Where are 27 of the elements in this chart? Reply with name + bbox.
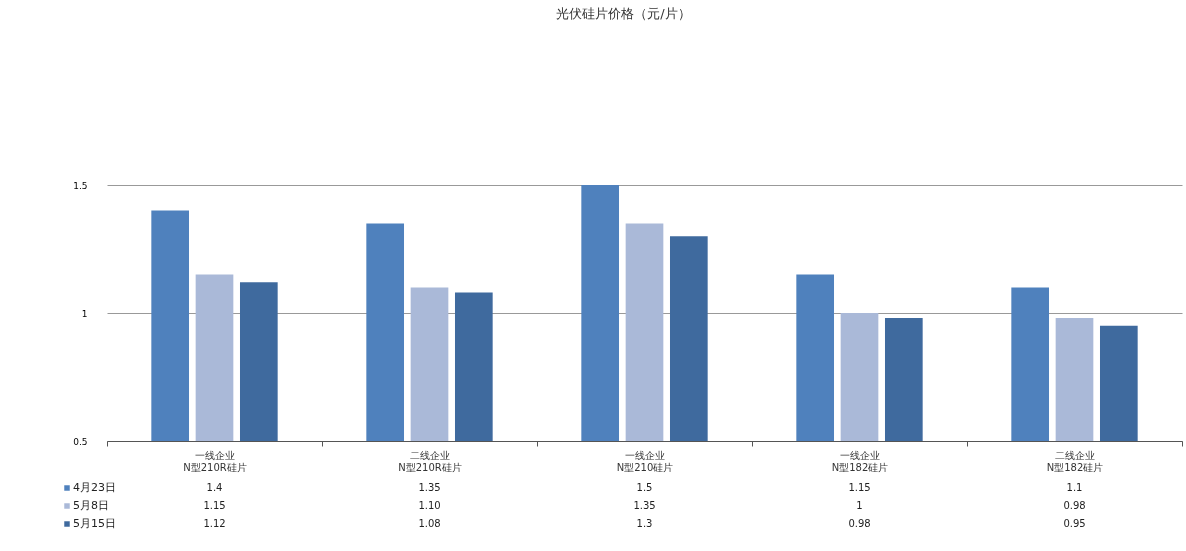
data-label: 1.4: [206, 482, 223, 493]
data-label: 1.15: [203, 500, 226, 511]
data-label: 1.08: [418, 518, 441, 529]
legend-label: 5月15日: [73, 517, 116, 530]
data-label: 0.95: [1063, 518, 1086, 529]
data-label: 1.15: [848, 482, 871, 493]
chart-title: 光伏硅片价格（元/片）: [556, 6, 691, 21]
legend-label: 4月23日: [73, 481, 116, 494]
x-tick-label: 二线企业 N型210R硅片: [398, 449, 462, 473]
y-tick-label: 0.5: [73, 436, 88, 447]
data-label: 1.35: [633, 500, 656, 511]
data-label: 0.98: [1063, 500, 1086, 511]
data-label: 1.10: [418, 500, 441, 511]
y-tick-label: 1.5: [73, 180, 88, 191]
data-label: 1.1: [1066, 482, 1083, 493]
data-label: 1.3: [636, 518, 653, 529]
data-label: 1.5: [636, 482, 653, 493]
data-label: 1.12: [203, 518, 226, 529]
legend-label: 5月8日: [73, 499, 109, 512]
data-label: 1.35: [418, 482, 441, 493]
x-tick-label: 一线企业 N型210R硅片: [183, 449, 247, 473]
x-tick-label: 一线企业 N型210硅片: [616, 449, 674, 473]
y-tick-label: 1: [81, 308, 88, 319]
data-label: 0.98: [848, 518, 871, 529]
x-tick-label: 一线企业 N型182硅片: [831, 449, 889, 473]
data-label: 1: [856, 500, 863, 511]
x-tick-label: 二线企业 N型182硅片: [1046, 449, 1104, 473]
